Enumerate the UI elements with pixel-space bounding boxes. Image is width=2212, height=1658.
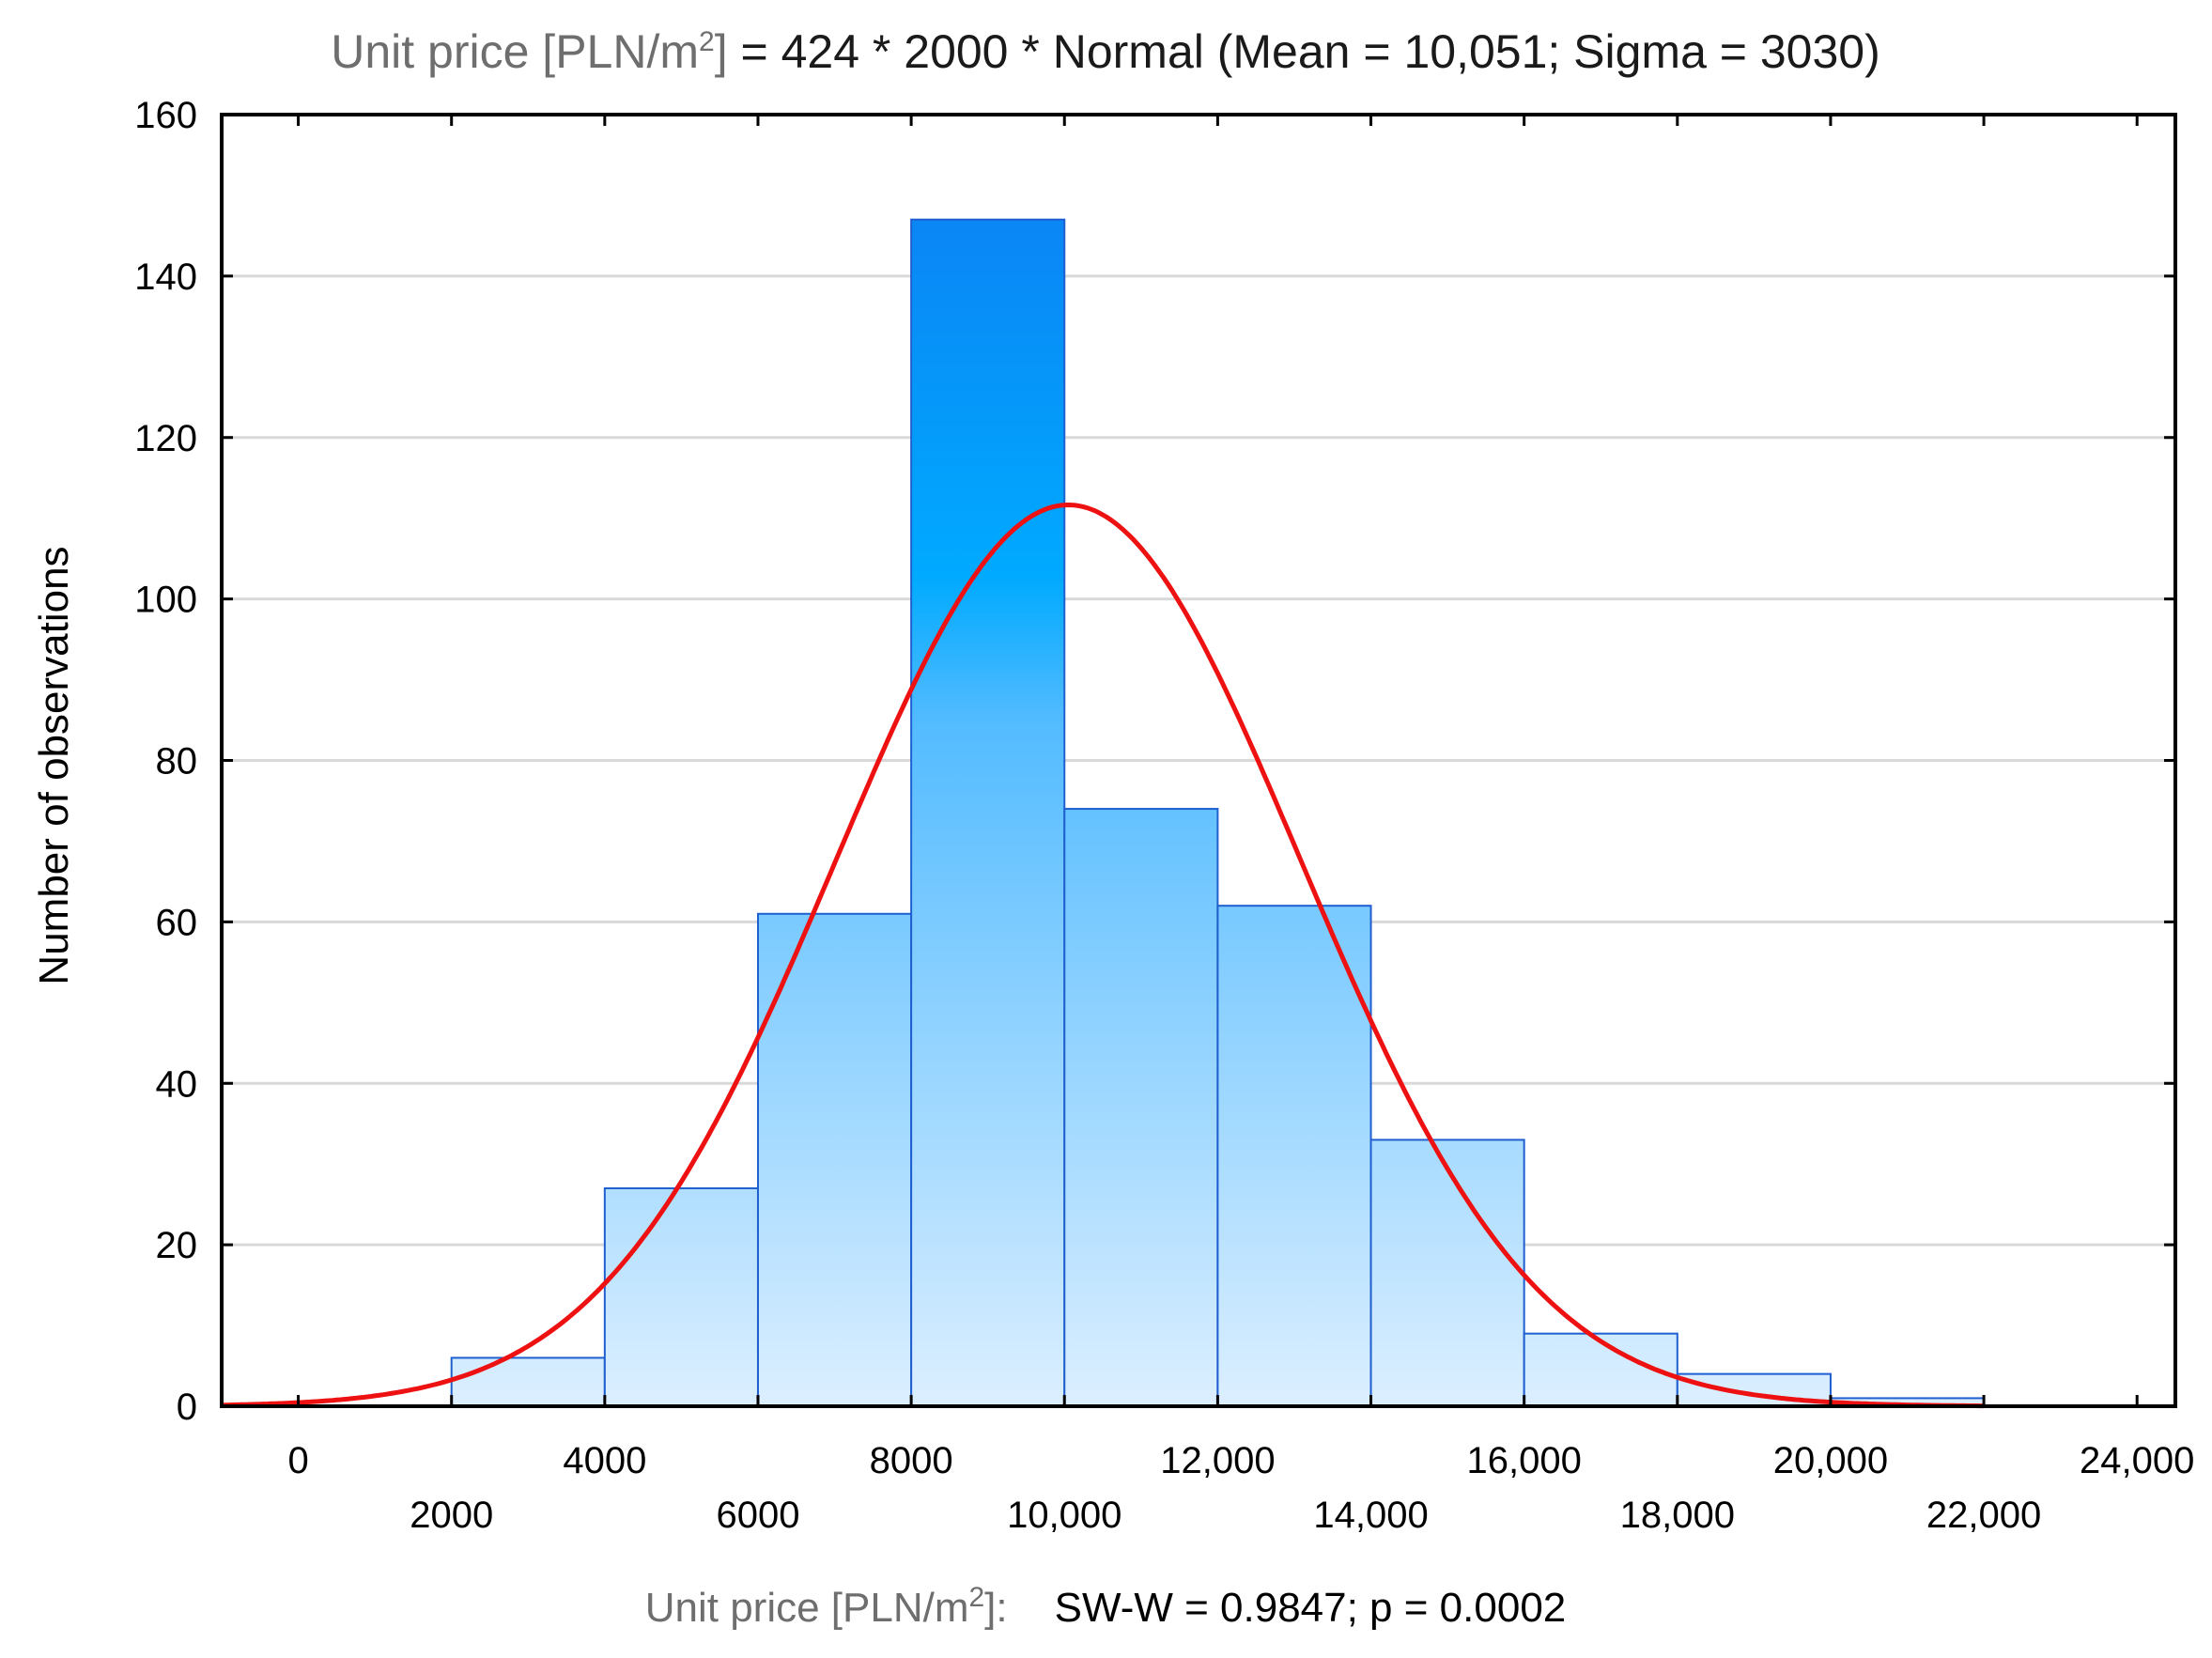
y-tick-label-120: 120: [134, 418, 197, 459]
y-tick-label-160: 160: [134, 95, 197, 136]
x-tick-label-22000: 22,000: [1926, 1495, 2041, 1536]
x-label-statistic: SW-W = 0.9847; p = 0.0002: [1055, 1585, 1567, 1631]
x-axis-label: Unit price [PLN/m2]: SW-W = 0.9847; p = 0…: [645, 1582, 1567, 1631]
normal-fit: [221, 502, 1985, 1409]
title-superscript: 2: [699, 26, 715, 57]
bar-10000-12000: [1063, 808, 1219, 1407]
y-tick-label-140: 140: [134, 256, 197, 298]
bar-2000-4000: [450, 1356, 606, 1407]
x-tick-label-16000: 16,000: [1466, 1440, 1581, 1481]
x-tick-label-20000: 20,000: [1773, 1440, 1888, 1481]
x-tick-label-14000: 14,000: [1313, 1495, 1428, 1536]
x-label-variable-close: ]:: [984, 1585, 1007, 1631]
title-variable-close: ]: [715, 25, 728, 78]
y-tick-label-20: 20: [156, 1225, 198, 1266]
x-tick-label-18000: 18,000: [1620, 1495, 1735, 1536]
x-label-superscript: 2: [968, 1582, 984, 1613]
y-axis-label: Number of observations: [31, 546, 77, 984]
x-tick-label-10000: 10,000: [1007, 1495, 1121, 1536]
x-tick-label-6000: 6000: [716, 1495, 799, 1536]
y-tick-label-40: 40: [156, 1063, 198, 1105]
title-variable: Unit price [PLN/m: [331, 25, 699, 78]
y-tick-label-60: 60: [156, 902, 198, 943]
histogram-bars: [450, 218, 1986, 1407]
y-tick-labels: 0 20 40 60 80 100 120 140 160: [134, 95, 197, 1428]
y-tick-label-100: 100: [134, 580, 197, 621]
y-tick-label-0: 0: [177, 1387, 197, 1428]
x-tick-label-2000: 2000: [410, 1495, 493, 1536]
x-tick-labels: 0 2000 4000 6000 8000 10,000 12,000 14,000 16,00…: [287, 1440, 2194, 1536]
y-tick-label-80: 80: [156, 741, 198, 783]
title-formula: = 424 * 2000 * Normal (Mean = 10,051; Si…: [728, 25, 1880, 78]
bar-8000-10000: [910, 218, 1066, 1407]
chart-title: Unit price [PLN/m2] = 424 * 2000 * Norma…: [331, 25, 1880, 78]
x-tick-label-8000: 8000: [870, 1440, 953, 1481]
bar-14000-16000: [1369, 1139, 1525, 1407]
x-tick-label-12000: 12,000: [1160, 1440, 1275, 1481]
bar-12000-14000: [1216, 905, 1372, 1407]
x-tick-label-0: 0: [287, 1440, 308, 1481]
normal-curve: [221, 502, 1985, 1409]
axis-ticks: [222, 113, 2175, 1408]
x-label-variable: Unit price [PLN/m: [645, 1585, 969, 1631]
x-tick-label-24000: 24,000: [2080, 1440, 2194, 1481]
bar-4000-6000: [603, 1186, 759, 1407]
x-tick-label-4000: 4000: [563, 1440, 646, 1481]
